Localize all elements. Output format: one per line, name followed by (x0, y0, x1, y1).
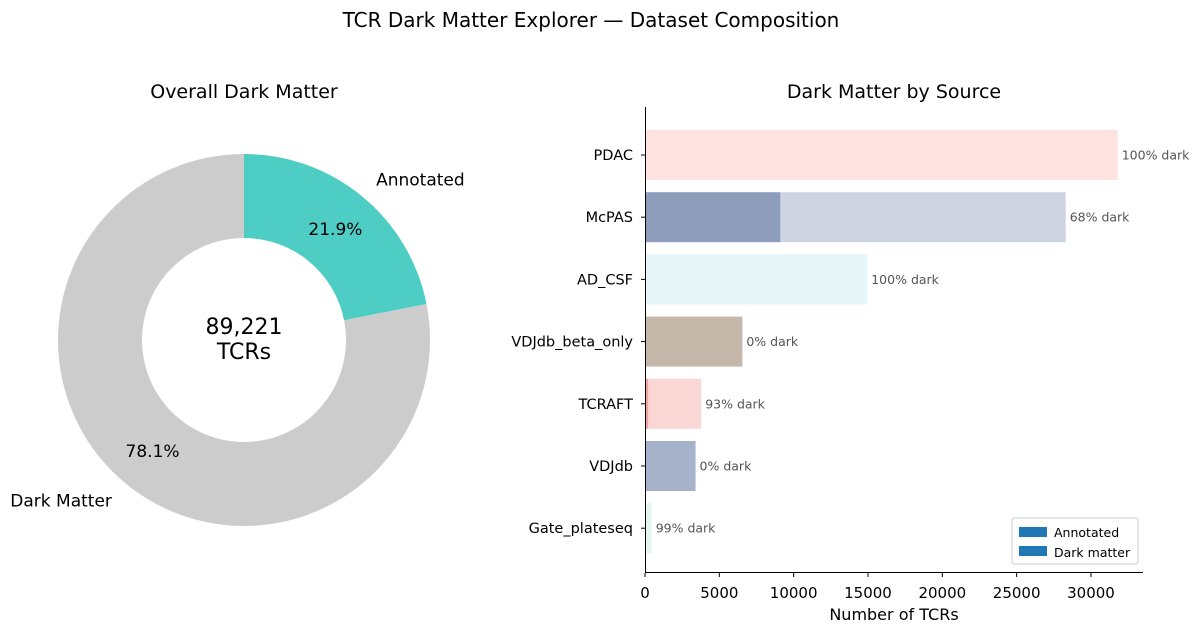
x-axis-label: Number of TCRs (829, 605, 958, 624)
donut-title: Overall Dark Matter (150, 81, 338, 103)
donut-label-dark-matter: Dark Matter (10, 492, 112, 512)
legend-label-dark-matter: Dark matter (1054, 545, 1131, 560)
x-tick-label-20000: 20000 (918, 584, 966, 602)
donut-center-count: 89,221 (206, 315, 283, 340)
bar-label-vdjdb-beta-only: 0% dark (746, 334, 799, 349)
bar-annotated-tcraft (645, 378, 649, 429)
x-tick-label-30000: 30000 (1067, 584, 1115, 602)
y-tick-label-vdjdb: VDJdb (589, 459, 633, 475)
bar-dark-matter-gate-plateseq (645, 503, 652, 554)
legend-swatch-annotated (1019, 527, 1047, 537)
bar-label-ad-csf: 100% dark (871, 272, 939, 287)
y-tick-label-pdac: PDAC (594, 148, 633, 164)
donut-chart: Overall Dark Matter 21.9% Annotated 78.1% D… (10, 81, 465, 526)
donut-slice-annotated (244, 154, 427, 321)
bar-dark-matter-ad-csf (645, 254, 868, 305)
bar-label-vdjdb: 0% dark (700, 459, 753, 474)
donut-slices: 21.9% Annotated 78.1% Dark Matter (10, 154, 465, 526)
bar-label-gate-plateseq: 99% dark (656, 521, 716, 536)
bar-annotated-mcpas (645, 192, 781, 243)
donut-label-annotated: Annotated (376, 170, 465, 190)
y-tick-label-gate-plateseq: Gate_plateseq (529, 521, 633, 537)
y-tick-label-vdjdb-beta-only: VDJdb_beta_only (511, 335, 633, 351)
x-tick-label-5000: 5000 (700, 584, 738, 602)
bar-annotated-vdjdb-beta-only (645, 316, 743, 367)
x-tick-label-15000: 15000 (844, 584, 892, 602)
y-tick-label-mcpas: McPAS (586, 210, 633, 226)
bar-label-pdac: 100% dark (1122, 148, 1190, 163)
bar-annotated-vdjdb (645, 441, 696, 491)
bar-label-tcraft: 93% dark (705, 396, 765, 411)
y-tick-label-tcraft: TCRAFT (578, 397, 634, 413)
bar-label-mcpas: 68% dark (1070, 210, 1130, 225)
bar-dark-matter-tcraft (648, 378, 702, 429)
bar-marks: 100% dark 68% dark 100% dark 0% dark 93% dar… (645, 130, 1190, 554)
donut-pct-dark-matter: 78.1% (126, 442, 180, 462)
x-tick-label-0: 0 (640, 584, 650, 602)
legend: Annotated Dark matter (1011, 517, 1139, 565)
x-tick-label-10000: 10000 (770, 584, 818, 602)
x-tick-label-25000: 25000 (993, 584, 1041, 602)
donut-center-unit: TCRs (216, 340, 271, 365)
bar-dark-matter-mcpas (780, 192, 1066, 243)
bar-chart-title: Dark Matter by Source (787, 81, 1001, 103)
donut-pct-annotated: 21.9% (308, 220, 362, 240)
y-tick-label-ad-csf: AD_CSF (577, 272, 633, 288)
legend-swatch-dark-matter (1019, 546, 1047, 556)
y-ticks: PDAC McPAS AD_CSF VDJdb_beta_only TCRAFT VDJd… (511, 148, 645, 537)
legend-label-annotated: Annotated (1054, 525, 1119, 540)
figure-title: TCR Dark Matter Explorer — Dataset Compo… (342, 8, 840, 32)
x-ticks: 0 5000 10000 15000 20000 25000 30000 (640, 573, 1115, 602)
donut-slice-dark-matter (57, 154, 430, 526)
bar-dark-matter-pdac (645, 130, 1118, 180)
